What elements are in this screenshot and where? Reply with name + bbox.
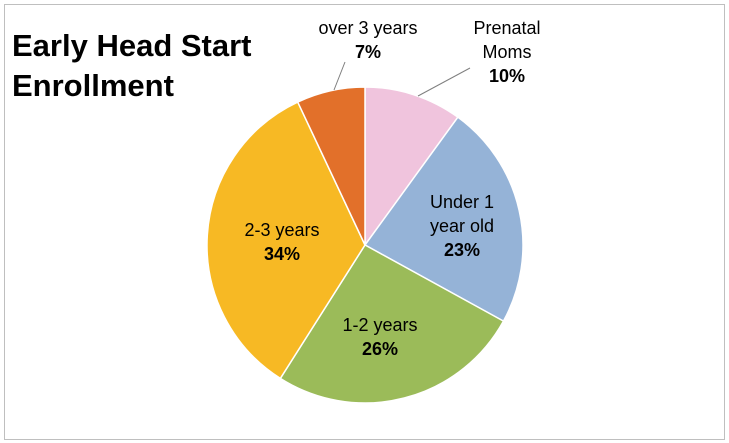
value-label: 10% [488, 66, 526, 86]
pie-slice [296, 86, 366, 246]
value-label: 26% [361, 339, 399, 359]
value-label: 34% [263, 244, 301, 264]
slice-label: over 3 years 7% [298, 16, 438, 64]
category-label: Prenatal Moms [473, 18, 541, 62]
chart-title: Early Head Start Enrollment [12, 28, 252, 103]
slice-label: Under 1 year old 23% [412, 190, 512, 262]
category-label: over 3 years [318, 18, 418, 38]
leader-line [333, 61, 346, 91]
category-label: 1-2 years [342, 315, 418, 335]
slice-label: 2-3 years 34% [222, 218, 342, 266]
category-label: 2-3 years [244, 220, 320, 240]
value-label: 23% [443, 240, 481, 260]
leader-line [417, 67, 471, 97]
slice-label: 1-2 years 26% [320, 313, 440, 361]
value-label: 7% [354, 42, 381, 62]
category-label: Under 1 year old [429, 192, 495, 236]
pie-slice [364, 86, 459, 248]
pie-slice [279, 244, 505, 404]
pie-slice [363, 116, 524, 323]
slice-label: Prenatal Moms 10% [462, 16, 552, 88]
pie-slice [206, 101, 366, 380]
